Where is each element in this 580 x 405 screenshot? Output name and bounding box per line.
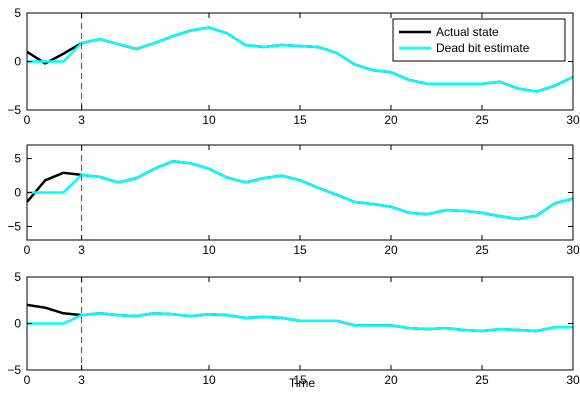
x-tick-label: 30 <box>566 113 580 127</box>
y-tick-label: 0 <box>14 317 21 331</box>
x-tick-label: 3 <box>78 113 85 127</box>
x-tick-label: 3 <box>78 243 85 257</box>
y-tick-label: −5 <box>7 363 21 377</box>
y-tick-label: 5 <box>14 152 21 166</box>
x-tick-label: 25 <box>475 373 489 387</box>
x-axis-label: Time <box>289 376 316 390</box>
x-tick-label: 30 <box>566 243 580 257</box>
y-tick-label: −5 <box>7 219 21 233</box>
plot-area <box>27 145 573 240</box>
x-tick-label: 3 <box>78 373 85 387</box>
dead-bit-estimate-line <box>27 26 574 93</box>
y-tick-label: 0 <box>14 55 21 69</box>
y-tick-label: 5 <box>14 270 21 284</box>
subplot-3: 0 3 10 15 20 25 30−505 <box>7 270 580 387</box>
legend-box <box>392 18 566 62</box>
x-tick-label: 10 <box>202 243 216 257</box>
x-tick-label: 10 <box>202 113 216 127</box>
legend-label: Actual state <box>436 25 499 39</box>
dead-bit-estimate-line <box>27 160 574 221</box>
x-tick-label: 20 <box>384 373 398 387</box>
dead-bit-estimate-line <box>27 312 573 333</box>
subplot-2: 0 3 10 15 20 25 30−505 <box>7 144 580 257</box>
x-tick-label: 30 <box>566 373 580 387</box>
x-tick-label: 15 <box>293 113 307 127</box>
legend-label: Dead bit estimate <box>436 41 530 55</box>
x-tick-label: 15 <box>293 373 307 387</box>
x-tick-label: 0 <box>24 373 31 387</box>
y-tick-label: −5 <box>7 103 21 117</box>
x-tick-label: 20 <box>384 113 398 127</box>
legend: Actual state Dead bit estimate <box>392 18 566 62</box>
x-tick-label: 10 <box>202 373 216 387</box>
y-tick-label: 0 <box>14 186 21 200</box>
x-tick-label: 15 <box>293 243 307 257</box>
x-tick-label: 25 <box>475 113 489 127</box>
x-tick-label: 25 <box>475 243 489 257</box>
y-tick-label: 5 <box>14 6 21 20</box>
x-tick-label: 0 <box>24 243 31 257</box>
plot-area <box>27 277 573 370</box>
x-tick-label: 20 <box>384 243 398 257</box>
x-tick-label: 0 <box>24 113 31 127</box>
